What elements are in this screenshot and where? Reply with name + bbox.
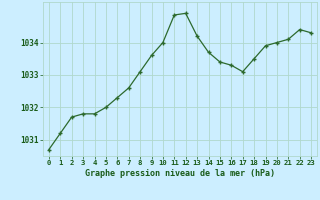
X-axis label: Graphe pression niveau de la mer (hPa): Graphe pression niveau de la mer (hPa) <box>85 169 275 178</box>
